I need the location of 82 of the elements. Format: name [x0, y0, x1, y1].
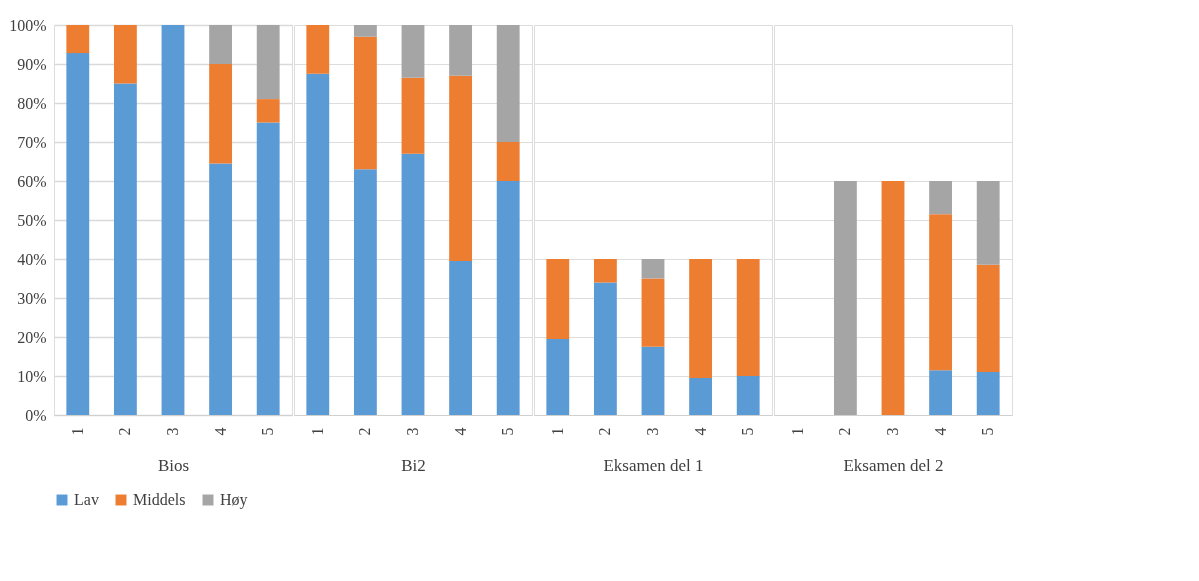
bar: [161, 25, 185, 415]
x-tick-label: 1: [788, 427, 806, 436]
bar: [256, 99, 280, 123]
x-tick-label: 2: [596, 427, 614, 436]
bar: [449, 75, 473, 261]
bar: [256, 25, 280, 100]
bar: [833, 181, 857, 415]
y-tick-label: 90%: [17, 55, 47, 73]
bar: [66, 25, 90, 54]
x-tick-label: 3: [164, 427, 181, 436]
legend-label: Lav: [74, 491, 99, 508]
y-tick-label: 80%: [17, 94, 47, 112]
bar: [929, 181, 953, 215]
x-tick-label: 1: [308, 427, 326, 436]
bar: [736, 376, 760, 415]
bar: [209, 163, 233, 415]
y-tick-label: 50%: [17, 211, 47, 229]
bar: [496, 181, 520, 415]
bar: [546, 338, 570, 415]
x-axis-title: Bi2: [401, 455, 426, 475]
x-tick-label: 2: [356, 427, 374, 436]
x-tick-label: 5: [259, 427, 277, 436]
bar: [976, 181, 1000, 265]
bar: [401, 77, 425, 154]
bar: [593, 259, 617, 283]
x-tick-label: 4: [451, 427, 469, 436]
bar: [256, 122, 280, 415]
bar: [929, 370, 953, 415]
bar: [66, 53, 90, 415]
x-tick-label: 4: [931, 427, 949, 436]
bar: [401, 153, 425, 415]
y-tick-label: 40%: [17, 250, 47, 268]
bar: [881, 181, 905, 415]
legend-label: Høy: [220, 491, 248, 509]
x-axis-title: Eksamen del 2: [843, 455, 944, 475]
bar: [593, 282, 617, 415]
x-axis-title: Bios: [157, 455, 190, 475]
bar: [689, 377, 713, 415]
x-tick-label: 3: [884, 427, 901, 436]
bar: [449, 25, 473, 76]
y-tick-label: 20%: [17, 328, 47, 346]
bar: [449, 260, 473, 415]
x-tick-label: 4: [691, 427, 709, 436]
y-tick-label: 30%: [17, 289, 47, 307]
bar: [641, 346, 665, 415]
bar: [976, 264, 1000, 373]
bar: [113, 25, 137, 84]
x-tick-label: 2: [116, 427, 134, 436]
bar: [306, 25, 330, 74]
bar: [401, 25, 425, 78]
bar: [496, 25, 520, 142]
x-tick-label: 1: [68, 427, 86, 436]
bar: [209, 64, 233, 164]
bar: [641, 259, 665, 279]
legend-label: Middels: [133, 491, 186, 508]
y-tick-label: 70%: [17, 133, 47, 151]
x-tick-label: 3: [644, 427, 661, 436]
bar: [736, 259, 760, 376]
bar: [546, 259, 570, 339]
bar: [306, 73, 330, 415]
bar: [689, 259, 713, 378]
bar: [353, 169, 377, 415]
bar: [641, 278, 665, 347]
bar: [929, 214, 953, 371]
y-tick-label: 0%: [25, 406, 47, 424]
x-tick-label: 5: [739, 427, 757, 436]
x-tick-label: 4: [211, 427, 229, 436]
y-tick-label: 60%: [17, 172, 47, 190]
bar: [353, 25, 377, 37]
bar: [353, 36, 377, 170]
x-tick-label: 3: [404, 427, 421, 436]
x-tick-label: 1: [548, 427, 566, 436]
x-axis-title: Eksamen del 1: [603, 455, 704, 475]
bar: [113, 83, 137, 415]
x-tick-label: 2: [836, 427, 854, 436]
bar: [496, 142, 520, 181]
bar: [976, 372, 1000, 415]
x-tick-label: 5: [499, 427, 517, 436]
x-tick-label: 5: [979, 427, 997, 436]
y-tick-label: 10%: [17, 367, 47, 385]
bar: [209, 25, 233, 64]
y-tick-label: 100%: [9, 16, 47, 34]
